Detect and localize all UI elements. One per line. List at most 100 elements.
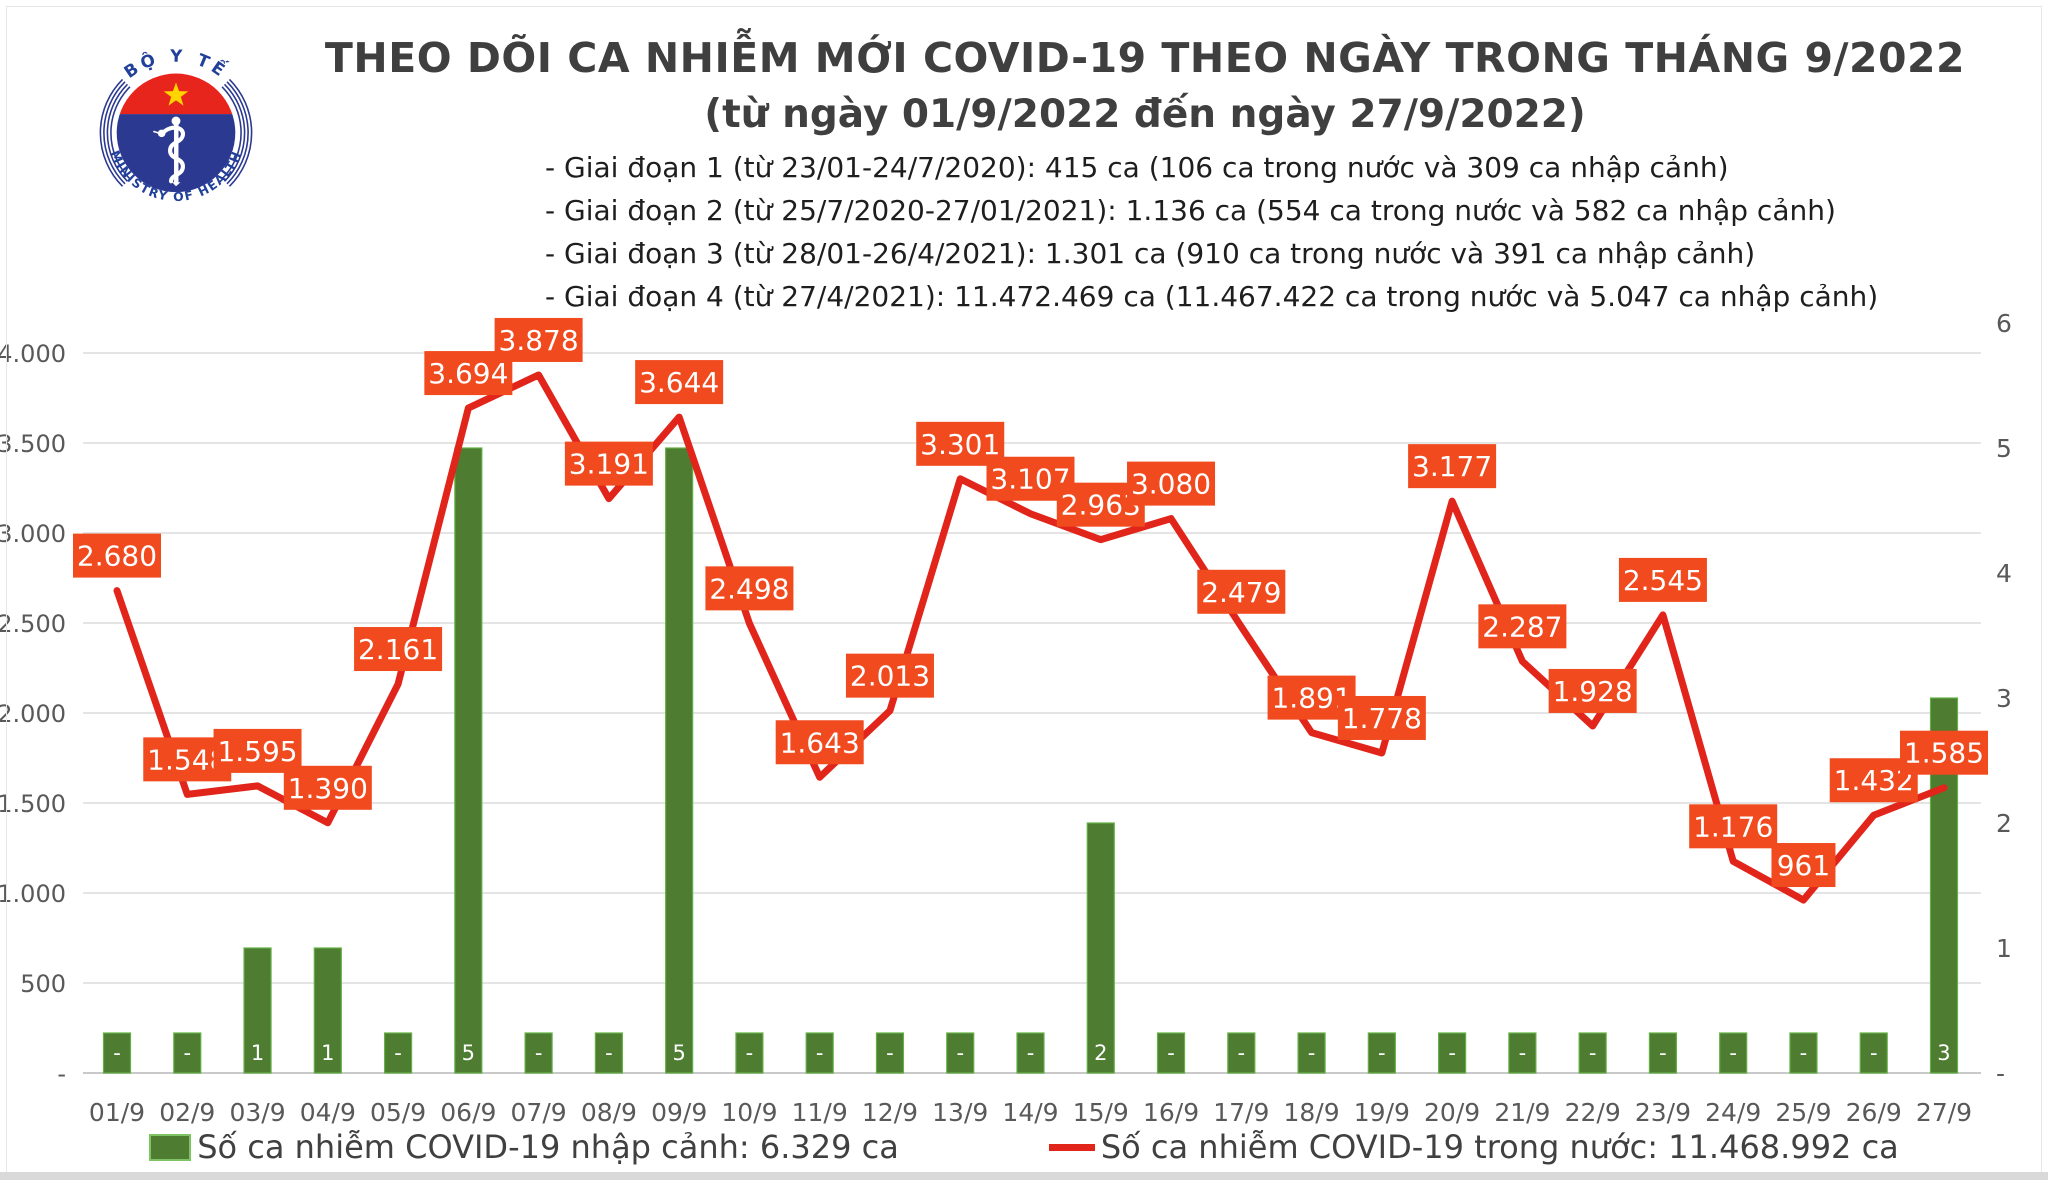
data-label-value: 2.479 <box>1201 576 1281 609</box>
x-axis-label: 17/9 <box>1213 1098 1269 1127</box>
x-axis-label: 09/9 <box>651 1098 707 1127</box>
legend-item-imported-cases: Số ca nhiễm COVID-19 nhập cảnh: 6.329 ca <box>149 1128 899 1166</box>
right-axis-tick: 5 <box>1996 434 2012 463</box>
ministry-of-health-logo: BỘ Y TẾ MINISTRY OF HEALTH <box>99 45 253 204</box>
bar-value-label: - <box>1378 1041 1386 1065</box>
data-label-box <box>283 765 372 810</box>
data-label-value: 2.498 <box>709 572 789 605</box>
x-axis-label: 23/9 <box>1635 1098 1691 1127</box>
bar <box>594 1032 623 1074</box>
chart-legend: Số ca nhiễm COVID-19 nhập cảnh: 6.329 ca… <box>0 1126 2048 1168</box>
bar-value-label: - <box>816 1041 824 1065</box>
bar-value-label: 1 <box>321 1041 334 1065</box>
left-axis-tick: 1.000 <box>0 880 66 908</box>
bar-series-label: Số ca nhiễm COVID-19 nhập cảnh: 6.329 ca <box>197 1128 899 1166</box>
bar <box>946 1032 975 1074</box>
bar <box>735 1032 764 1074</box>
data-label-value: 1.390 <box>288 772 368 805</box>
data-label-value: 2.161 <box>358 633 438 666</box>
bar <box>875 1032 905 1074</box>
bar <box>102 1032 132 1074</box>
data-label-value: 1.928 <box>1553 675 1633 708</box>
data-label-box <box>1899 730 1988 775</box>
data-label-box <box>1771 843 1836 888</box>
x-axis-label: 14/9 <box>1002 1098 1058 1127</box>
bar <box>1578 1032 1607 1074</box>
x-axis-label: 18/9 <box>1284 1098 1340 1127</box>
data-label-value: 2.013 <box>850 660 930 693</box>
page-title: THEO DÕI CA NHIỄM MỚI COVID-19 THEO NGÀY… <box>324 34 1966 82</box>
x-axis-label: 21/9 <box>1494 1098 1550 1127</box>
star-icon <box>163 82 189 106</box>
bottom-divider <box>0 1172 2048 1180</box>
data-label-value: 1.778 <box>1342 702 1422 735</box>
bar <box>1648 1032 1678 1074</box>
data-label-value: 1.643 <box>780 726 860 759</box>
bar-value-label: - <box>1589 1041 1597 1065</box>
bar <box>243 947 272 1074</box>
data-label-value: 3.878 <box>499 324 579 357</box>
bar <box>313 947 342 1074</box>
bar <box>1859 1032 1888 1074</box>
bar-value-label: - <box>1800 1041 1808 1065</box>
bar-value-label: - <box>1238 1041 1246 1065</box>
bar <box>1227 1032 1256 1074</box>
data-label-value: 3.080 <box>1131 468 1211 501</box>
bar-value-label: - <box>1027 1041 1035 1065</box>
data-label-value: 1.595 <box>217 735 297 768</box>
right-axis-tick: 1 <box>1996 934 2012 963</box>
phase-summary-block: - Giai đoạn 1 (từ 23/01-24/7/2020): 415 … <box>545 146 1878 318</box>
bar <box>1297 1032 1326 1074</box>
x-axis-label: 10/9 <box>721 1098 777 1127</box>
line-series-swatch <box>1048 1143 1095 1151</box>
data-label-value: 2.287 <box>1482 610 1562 643</box>
data-label-value: 3.177 <box>1412 450 1492 483</box>
bar-value-label: - <box>1519 1041 1527 1065</box>
left-axis-tick: 500 <box>20 970 66 998</box>
bar <box>805 1032 834 1074</box>
bar-value-label: 5 <box>672 1041 685 1065</box>
right-axis-tick: 4 <box>1996 559 2012 588</box>
bar-value-label: - <box>1448 1041 1456 1065</box>
data-label-box <box>1618 557 1707 602</box>
bar-value-label: 5 <box>462 1041 475 1065</box>
data-label-box <box>73 533 161 578</box>
data-label-box <box>213 728 302 773</box>
data-label-box <box>775 720 864 765</box>
phase-line-2: - Giai đoạn 2 (từ 25/7/2020-27/01/2021):… <box>545 194 1836 227</box>
bar <box>454 447 483 1074</box>
left-axis-tick: 3.500 <box>0 430 66 458</box>
x-axis-label: 05/9 <box>370 1098 426 1127</box>
data-label-box <box>354 627 443 672</box>
data-label-box <box>1337 695 1426 740</box>
x-axis-label: 01/9 <box>89 1098 145 1127</box>
x-axis-label: 19/9 <box>1354 1098 1410 1127</box>
bar-value-label: - <box>394 1041 402 1065</box>
data-label-box <box>1548 668 1637 713</box>
x-axis-label: 27/9 <box>1916 1098 1972 1127</box>
bar <box>524 1032 553 1074</box>
x-axis-label: 02/9 <box>159 1098 215 1127</box>
data-label-value: 961 <box>1777 849 1830 882</box>
data-label-box <box>705 566 794 611</box>
x-axis-label: 24/9 <box>1705 1098 1761 1127</box>
data-label-box <box>845 653 934 698</box>
x-axis-label: 20/9 <box>1424 1098 1480 1127</box>
bar <box>665 447 694 1074</box>
bar-value-label: - <box>956 1041 964 1065</box>
bar <box>383 1032 413 1074</box>
logo-side-arcs <box>99 78 253 187</box>
right-axis-tick: 6 <box>1996 309 2012 338</box>
left-axis-tick: 2.500 <box>0 610 66 638</box>
bar-value-label: 3 <box>1937 1041 1950 1065</box>
header: THEO DÕI CA NHIỄM MỚI COVID-19 THEO NGÀY… <box>250 0 2040 137</box>
bar-value-label: - <box>746 1041 754 1065</box>
bar-value-label: - <box>886 1041 894 1065</box>
x-axis-label: 11/9 <box>792 1098 848 1127</box>
bar <box>1086 822 1115 1074</box>
bar-value-label: - <box>1659 1041 1667 1065</box>
left-axis-tick: 3.000 <box>0 520 66 548</box>
line-series <box>113 371 1948 904</box>
bar-value-label: - <box>535 1041 543 1065</box>
